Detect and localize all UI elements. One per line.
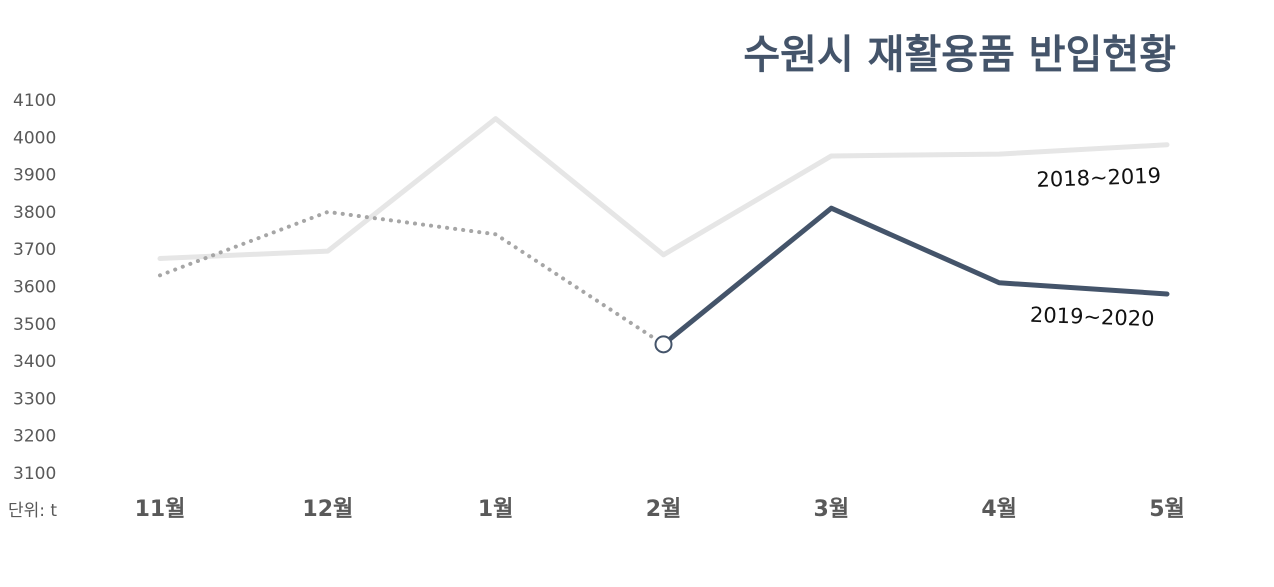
y-tick-label: 3700	[13, 240, 56, 260]
series-label-2018-2019: 2018~2019	[1036, 164, 1161, 192]
y-tick-label: 4100	[13, 91, 56, 111]
x-tick-label: 2월	[646, 497, 682, 522]
x-tick-label: 1월	[478, 497, 514, 522]
series-line-2019-2020-solid	[661, 205, 1170, 347]
chart-title: 수원시 재활용품 반입현황	[743, 32, 1176, 78]
y-tick-label: 3800	[13, 203, 56, 223]
y-tick-label: 3100	[13, 464, 56, 484]
y-tick-label: 3600	[13, 278, 56, 298]
y-tick-label: 3900	[13, 166, 56, 186]
x-tick-label: 5월	[1149, 497, 1185, 522]
y-tick-label: 3400	[13, 352, 56, 372]
series-labels: 2018~2019 2019~2020	[1030, 164, 1162, 332]
series-line-2018-2019	[157, 116, 1170, 262]
unit-label: 단위: t	[8, 501, 57, 521]
y-tick-label: 3200	[13, 427, 56, 447]
x-tick-label: 11월	[135, 497, 186, 522]
y-tick-label: 3300	[13, 389, 56, 409]
x-tick-label: 12월	[302, 497, 353, 522]
y-tick-label: 4000	[13, 128, 56, 148]
x-tick-label: 3월	[814, 497, 850, 522]
series-line-2019-2020-dotted	[158, 209, 666, 347]
y-axis: 4100 4000 3900 3800 3700 3600 3500 3400 3300 3200…	[13, 91, 56, 484]
data-point-marker	[654, 335, 673, 354]
x-tick-label: 4월	[981, 497, 1017, 522]
series-layer	[157, 116, 1170, 354]
x-axis: 11월 12월 1월 2월 3월 4월 5월	[135, 497, 1185, 522]
y-tick-label: 3500	[13, 315, 56, 335]
series-label-2019-2020: 2019~2020	[1030, 303, 1155, 331]
